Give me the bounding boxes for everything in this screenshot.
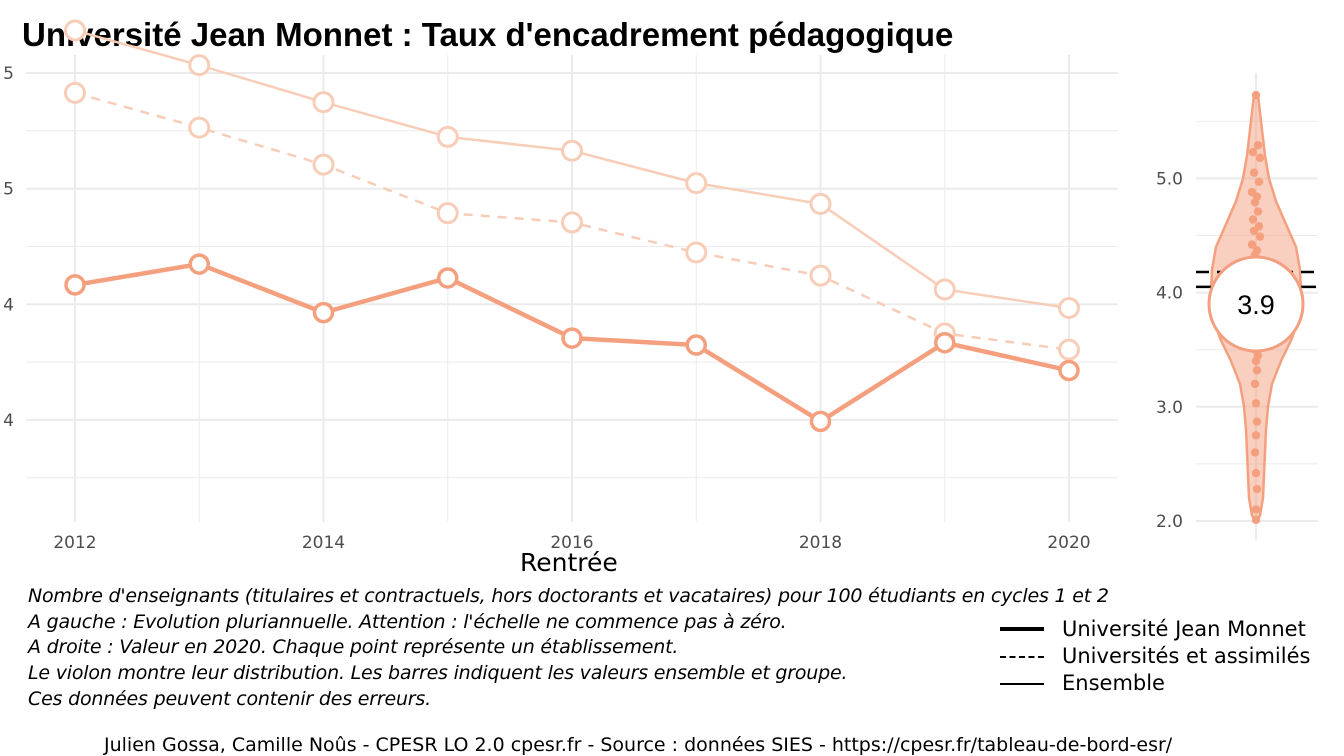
- establishment-point: [1251, 356, 1261, 366]
- legend-key-solid: [1000, 683, 1044, 685]
- data-point: [188, 54, 211, 77]
- establishment-point: [1255, 232, 1265, 241]
- data-point: [436, 202, 459, 225]
- y-tick-label: 3.0: [1156, 398, 1183, 418]
- establishment-point: [1248, 215, 1258, 224]
- establishment-point: [1250, 379, 1260, 389]
- establishment-point: [1250, 448, 1260, 457]
- establishment-point: [1252, 417, 1262, 426]
- x-axis-title: Rentrée: [520, 548, 618, 577]
- data-point: [809, 410, 832, 433]
- x-tick-label: 2020: [1047, 533, 1090, 553]
- data-point: [436, 125, 459, 148]
- data-point: [312, 153, 335, 176]
- data-point: [561, 327, 583, 349]
- left-panel-grid: [26, 55, 1118, 522]
- establishment-point: [1247, 240, 1257, 249]
- data-point: [437, 267, 459, 289]
- establishment-point: [1251, 399, 1261, 408]
- x-tick-label: 2018: [799, 533, 842, 553]
- establishment-point: [1248, 147, 1258, 157]
- data-point: [1058, 359, 1080, 382]
- data-point: [64, 81, 86, 104]
- establishment-point: [1249, 168, 1259, 177]
- data-point: [561, 211, 583, 234]
- data-point: [188, 116, 211, 139]
- caption-line-3: A droite : Valeur en 2020. Chaque point …: [28, 636, 679, 658]
- y-tick-label: 4: [3, 411, 14, 431]
- data-point: [64, 19, 86, 42]
- legend-label: Universités et assimilés: [1062, 644, 1311, 668]
- data-point: [685, 334, 707, 356]
- y-tick-label: 2.0: [1156, 512, 1183, 532]
- y-tick-label: 5: [3, 180, 14, 200]
- data-point: [685, 172, 708, 195]
- highlight-circle: [1207, 255, 1305, 353]
- establishment-point: [1251, 90, 1261, 100]
- chart-title: Université Jean Monnet : Taux d'encadrem…: [22, 16, 954, 53]
- data-point: [1058, 297, 1080, 320]
- y-tick-label: 4: [3, 295, 14, 315]
- left-panel-series: [64, 19, 1080, 433]
- data-point: [1058, 338, 1080, 361]
- caption-line-5: Ces données peuvent contenir des erreurs…: [28, 688, 431, 710]
- establishment-point: [1251, 431, 1261, 440]
- source-footer: Julien Gossa, Camille Noûs - CPESR LO 2.…: [104, 734, 1173, 756]
- x-tick-label: 2016: [550, 533, 593, 553]
- establishment-point: [1251, 515, 1261, 525]
- data-point: [809, 264, 832, 287]
- establishment-point: [1253, 141, 1263, 150]
- establishment-point: [1253, 207, 1263, 216]
- establishment-point: [1252, 366, 1262, 375]
- y-tick-label: 5: [3, 64, 14, 84]
- x-tick-label: 2014: [302, 533, 345, 553]
- establishment-point: [1254, 177, 1264, 187]
- violin-plot: 3.9: [1196, 90, 1316, 525]
- caption-line-1: Nombre d'enseignants (titulaires et cont…: [28, 585, 1109, 607]
- data-point: [933, 278, 956, 301]
- right-panel-ticks: 2.0 3.0 4.0 5.0: [1156, 169, 1183, 532]
- data-point: [312, 91, 335, 114]
- y-tick-label: 5.0: [1156, 169, 1183, 189]
- legend-label: Université Jean Monnet: [1062, 617, 1306, 641]
- establishment-point: [1251, 468, 1261, 478]
- data-point: [64, 274, 86, 296]
- establishment-point: [1252, 484, 1262, 494]
- establishment-point: [1249, 226, 1259, 236]
- caption-line-4: Le violon montre leur distribution. Les …: [28, 662, 848, 684]
- establishment-point: [1251, 505, 1261, 514]
- data-point: [561, 139, 583, 162]
- legend-key-thick: [1000, 627, 1044, 631]
- data-point: [685, 241, 708, 264]
- establishment-point: [1250, 198, 1260, 207]
- caption-line-2: A gauche : Evolution pluriannuelle. Atte…: [28, 611, 787, 633]
- x-tick-label: 2012: [53, 533, 96, 553]
- highlight-value-label: 3.9: [1237, 290, 1275, 320]
- y-tick-label: 4.0: [1156, 284, 1183, 304]
- left-panel-ticks: 5 5 4 4 2012 2014 2016 2018 2020: [3, 64, 1090, 553]
- establishment-point: [1255, 153, 1265, 163]
- data-point: [809, 192, 832, 215]
- legend-label: Ensemble: [1062, 671, 1165, 695]
- data-point: [188, 253, 210, 275]
- legend-key-dashed: [1000, 656, 1044, 658]
- data-point: [934, 331, 956, 354]
- data-point: [312, 301, 335, 324]
